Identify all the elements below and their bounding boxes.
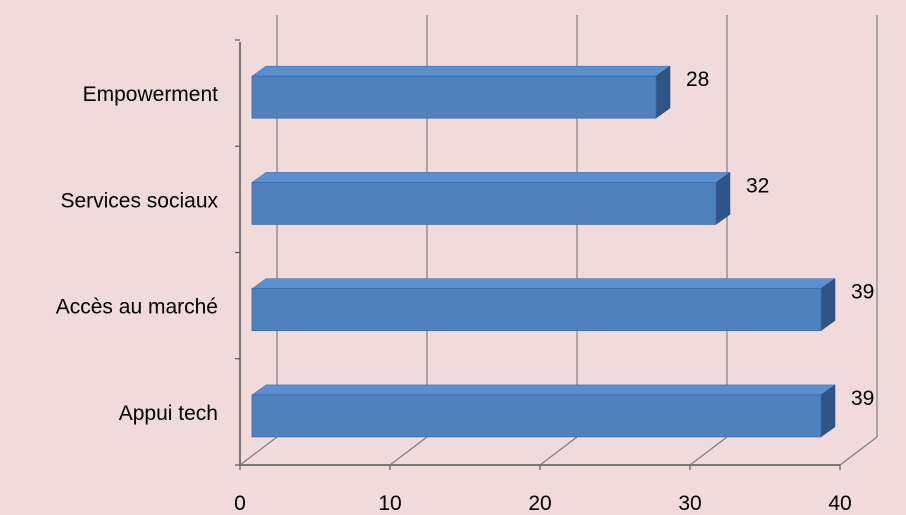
category-label: Accès au marché — [56, 296, 218, 319]
data-label: 32 — [746, 174, 769, 197]
x-tick-label: 40 — [828, 492, 851, 515]
bar — [251, 181, 717, 225]
chart-bars — [251, 65, 836, 438]
bar-top — [251, 384, 836, 396]
chart-labels: 0 10 20 30 40 Appui tech 39 Accès au marché 39 Se… — [56, 68, 875, 515]
category-label: Appui tech — [119, 402, 218, 425]
category-label: Empowerment — [83, 83, 219, 106]
bar — [251, 75, 657, 119]
gridline-depth — [389, 436, 428, 466]
gridline-depth — [539, 436, 578, 466]
x-tick-label: 30 — [678, 492, 701, 515]
bar — [251, 288, 822, 332]
gridline-depth — [689, 436, 728, 466]
gridline-depth — [839, 436, 878, 466]
bar-top — [251, 278, 836, 289]
x-tick-label: 20 — [528, 492, 551, 515]
gridline-depth — [239, 436, 278, 466]
x-tick-label: 0 — [234, 492, 246, 515]
data-label: 28 — [686, 68, 709, 91]
bar — [251, 394, 822, 438]
data-label: 39 — [851, 281, 874, 304]
x-tick-label: 10 — [378, 492, 401, 515]
bar-top — [251, 65, 671, 77]
data-label: 39 — [851, 387, 874, 410]
category-label: Services sociaux — [60, 189, 218, 212]
bar-top — [251, 172, 731, 183]
